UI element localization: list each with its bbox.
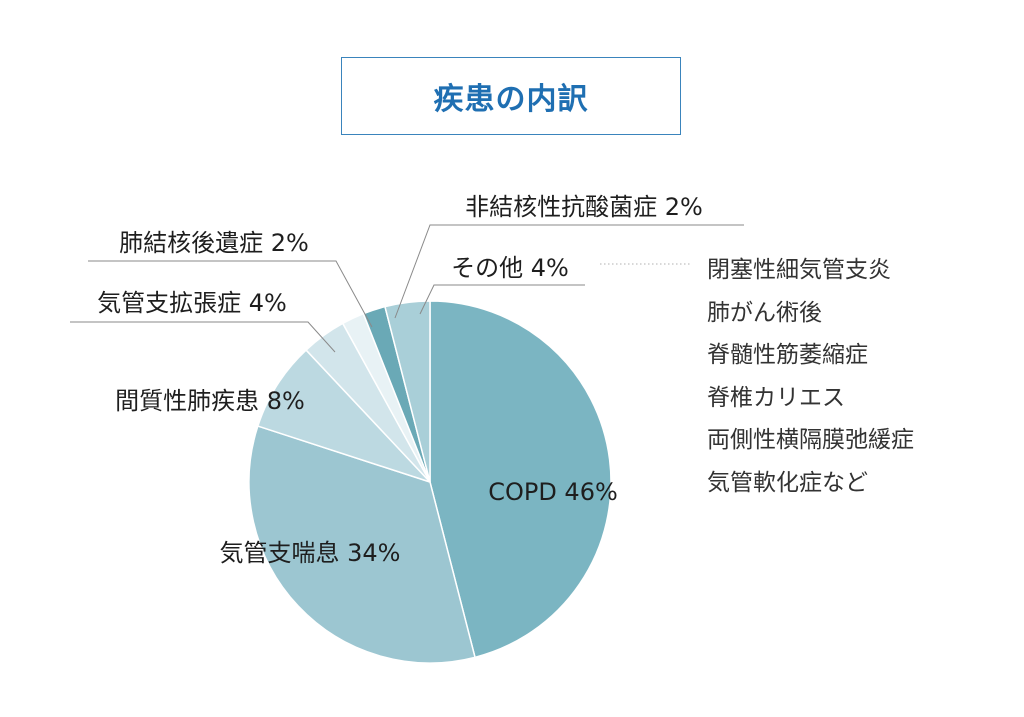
slice-label: 気管支拡張症 4% [97,289,287,317]
other-breakdown-list: 閉塞性細気管支炎 肺がん術後 脊髄性筋萎縮症 脊椎カリエス 両側性横隔膜弛緩症 … [707,249,914,504]
other-item: 気管軟化症など [707,469,868,496]
pie-slices [248,300,612,664]
other-item: 閉塞性細気管支炎 [707,257,891,283]
leader-line [88,260,373,328]
slice-label: その他 4% [451,254,569,282]
slice-label: 間質性肺疾患 8% [115,387,305,415]
other-item: 脊髄性筋萎縮症 [707,342,868,368]
slice-label: COPD 46% [488,478,618,506]
pie-slice [429,300,612,659]
leader-line [394,224,744,319]
leader-lines [70,224,744,353]
pie-slice [384,300,431,483]
other-item: 脊椎カリエス [707,384,845,411]
other-item: 肺がん術後 [707,299,822,326]
leader-line [419,284,585,315]
chart-title: 疾患の内訳 [433,82,589,117]
other-item: 両側性横隔膜弛緩症 [707,427,914,453]
chart-title-box: 疾患の内訳 [341,57,681,135]
pie-slice [256,348,431,483]
slice-label: 非結核性抗酸菌症 2% [465,193,703,221]
slice-label: 気管支喘息 34% [220,539,401,567]
pie-slice [248,425,476,664]
slice-labels: COPD 46% 気管支喘息 34% 間質性肺疾患 8% 気管支拡張症 4% 肺結核後遺… [97,193,703,567]
slice-label: 肺結核後遺症 2% [119,229,309,257]
leader-line [70,321,336,353]
